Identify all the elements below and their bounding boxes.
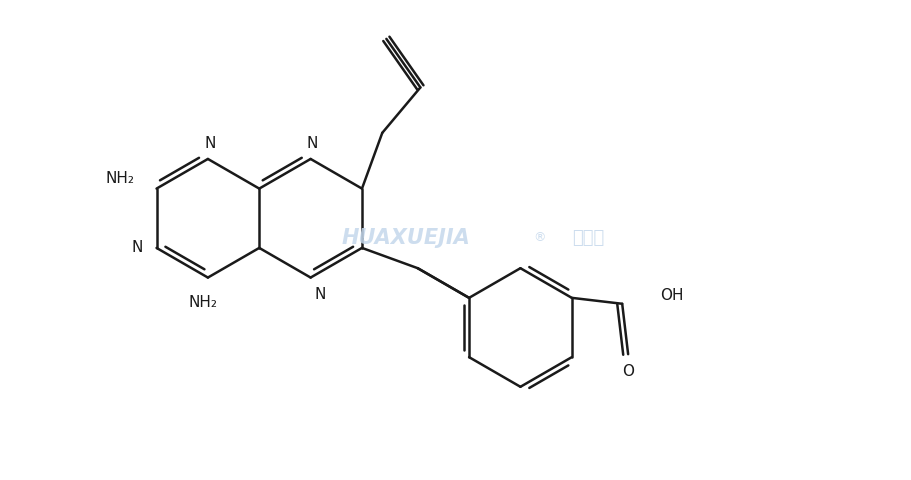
Text: OH: OH [660,288,683,303]
Text: ®: ® [533,231,546,244]
Text: N: N [204,136,216,151]
Text: NH₂: NH₂ [189,295,218,311]
Text: N: N [307,136,318,151]
Text: NH₂: NH₂ [106,171,135,186]
Text: 化学加: 化学加 [572,229,605,247]
Text: HUAXUEJIA: HUAXUEJIA [342,228,470,248]
Text: N: N [131,240,143,255]
Text: O: O [622,364,634,379]
Text: N: N [314,288,326,302]
